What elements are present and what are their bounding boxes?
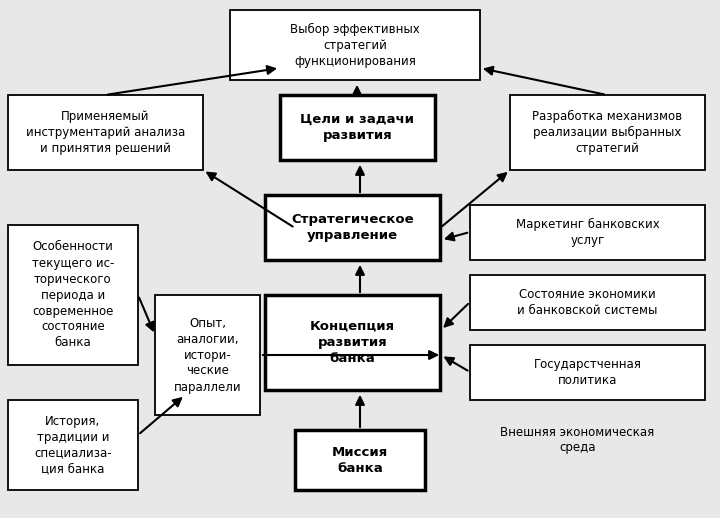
Text: История,
традиции и
специализа-
ция банка: История, традиции и специализа- ция банк… (34, 414, 112, 476)
Text: Состояние экономики
и банковской системы: Состояние экономики и банковской системы (517, 288, 657, 317)
FancyBboxPatch shape (470, 205, 705, 260)
Text: Разработка механизмов
реализации выбранных
стратегий: Разработка механизмов реализации выбранн… (532, 110, 683, 155)
FancyBboxPatch shape (8, 95, 203, 170)
Text: Опыт,
аналогии,
истори-
ческие
параллели: Опыт, аналогии, истори- ческие параллели (174, 316, 241, 394)
Text: Внешняя экономическая
среда: Внешняя экономическая среда (500, 425, 654, 454)
FancyBboxPatch shape (8, 400, 138, 490)
FancyBboxPatch shape (295, 430, 425, 490)
Text: Концепция
развития
банка: Концепция развития банка (310, 320, 395, 365)
FancyBboxPatch shape (510, 95, 705, 170)
Text: Государстченная
политика: Государстченная политика (534, 358, 642, 387)
FancyBboxPatch shape (280, 95, 435, 160)
Text: Миссия
банка: Миссия банка (332, 445, 388, 474)
FancyBboxPatch shape (265, 195, 440, 260)
Text: Маркетинг банковских
услуг: Маркетинг банковских услуг (516, 218, 660, 247)
Text: Цели и задачи
развития: Цели и задачи развития (300, 113, 415, 142)
Text: Стратегическое
управление: Стратегическое управление (291, 213, 414, 242)
FancyBboxPatch shape (450, 415, 705, 465)
FancyBboxPatch shape (230, 10, 480, 80)
Text: Выбор эффективных
стратегий
функционирования: Выбор эффективных стратегий функциониров… (290, 22, 420, 67)
FancyBboxPatch shape (155, 295, 260, 415)
FancyBboxPatch shape (265, 295, 440, 390)
FancyBboxPatch shape (470, 275, 705, 330)
FancyBboxPatch shape (470, 345, 705, 400)
FancyBboxPatch shape (8, 225, 138, 365)
Text: Применяемый
инструментарий анализа
и принятия решений: Применяемый инструментарий анализа и при… (26, 110, 185, 155)
Text: Особенности
текущего ис-
торического
периода и
современное
состояние
банка: Особенности текущего ис- торического пер… (32, 240, 114, 350)
